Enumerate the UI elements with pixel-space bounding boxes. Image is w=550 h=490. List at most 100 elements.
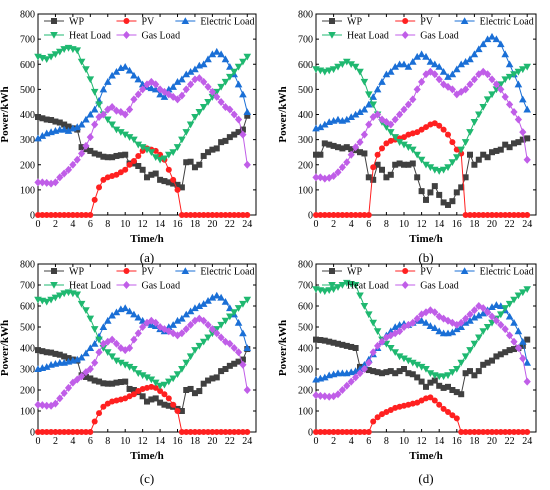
data-point-wp [506,347,513,354]
y-tick-label: 400 [298,110,313,121]
data-point-gas-load [78,149,86,158]
data-point-wp [383,174,390,181]
data-point-heat-load [351,63,360,71]
data-point-electric-load [86,344,95,351]
y-axis-title: Power/kWh [0,320,11,376]
data-point-heat-load [356,292,364,300]
data-point-pv [183,429,190,435]
data-point-electric-load [461,57,470,65]
data-point-wp [335,144,341,151]
data-point-wp [401,161,407,168]
data-point-heat-load [121,361,129,369]
data-point-gas-load [243,386,251,394]
y-tick-label: 400 [20,110,35,121]
data-point-gas-load [312,173,320,182]
data-point-gas-load [334,168,342,177]
data-point-gas-load [431,308,439,317]
data-point-pv [87,212,94,218]
data-point-wp [117,152,124,159]
data-point-heat-load [510,296,518,304]
data-point-gas-load [378,337,386,346]
data-point-wp [165,179,172,186]
data-point-wp [144,398,150,405]
data-point-electric-load [77,120,86,128]
data-point-electric-load [356,365,364,372]
x-tick-label: 0 [36,219,41,230]
panel-label: (c) [140,471,154,486]
data-point-pv [339,429,346,435]
data-point-electric-load [505,60,514,68]
data-point-electric-load [519,337,527,345]
data-point-pv [480,212,487,218]
data-point-heat-load [204,334,212,342]
data-point-wp [348,146,355,153]
y-tick-label: 500 [20,85,35,96]
data-point-gas-load [43,178,51,187]
data-point-pv [361,212,368,218]
x-tick-label: 8 [105,219,110,230]
data-point-pv [96,184,103,191]
data-point-pv [462,212,469,218]
data-point-heat-load [321,288,329,296]
y-tick-label: 200 [298,386,313,397]
legend-marker [329,18,335,24]
data-point-gas-load [356,369,364,378]
data-point-heat-load [387,345,395,352]
data-point-wp [113,152,120,159]
data-point-heat-load [475,334,483,342]
data-point-heat-load [243,53,252,61]
data-point-wp [414,174,421,181]
data-point-heat-load [108,353,116,361]
data-point-electric-load [221,55,230,63]
data-point-heat-load [409,146,417,154]
data-point-pv [157,388,164,395]
data-point-gas-load [99,110,107,119]
x-tick-label: 14 [155,219,165,230]
legend-marker [123,18,130,24]
x-tick-label: 16 [173,219,183,230]
data-point-electric-load [73,123,82,131]
x-tick-label: 12 [138,219,148,230]
y-tick-label: 500 [20,323,35,334]
legend-marker [402,268,409,274]
data-point-pv [191,212,198,218]
data-point-wp [209,146,216,153]
x-tick-label: 24 [522,219,532,230]
data-point-pv [56,429,63,435]
legend-label: Gas Load [141,281,180,292]
data-point-pv [100,403,107,410]
data-point-wp [226,134,233,141]
data-point-heat-load [199,103,208,111]
data-point-gas-load [475,302,483,310]
data-point-pv [35,212,41,218]
y-tick-label: 700 [20,281,35,292]
data-point-heat-load [160,381,169,389]
data-point-gas-load [38,178,46,187]
data-point-wp [370,176,377,183]
data-point-electric-load [435,327,443,335]
data-point-electric-load [125,66,134,74]
data-point-pv [61,429,68,435]
data-point-gas-load [448,318,456,327]
data-point-heat-load [208,330,217,338]
x-tick-label: 14 [434,219,444,230]
data-point-heat-load [365,91,373,99]
data-point-heat-load [435,168,443,175]
data-point-wp [218,139,225,146]
legend-marker [51,18,57,24]
data-point-wp [96,151,103,158]
data-point-wp [213,145,220,152]
data-point-heat-load [156,382,164,390]
data-point-heat-load [169,375,177,383]
data-point-pv [506,429,513,435]
x-axis-title: Time/h [130,450,163,462]
x-tick-label: 24 [242,219,252,230]
data-point-heat-load [334,63,342,71]
data-point-electric-load [321,120,329,128]
data-point-pv [427,394,434,401]
data-point-pv [524,212,531,218]
data-point-heat-load [178,136,186,144]
data-point-heat-load [488,91,496,99]
data-point-gas-load [506,331,514,340]
